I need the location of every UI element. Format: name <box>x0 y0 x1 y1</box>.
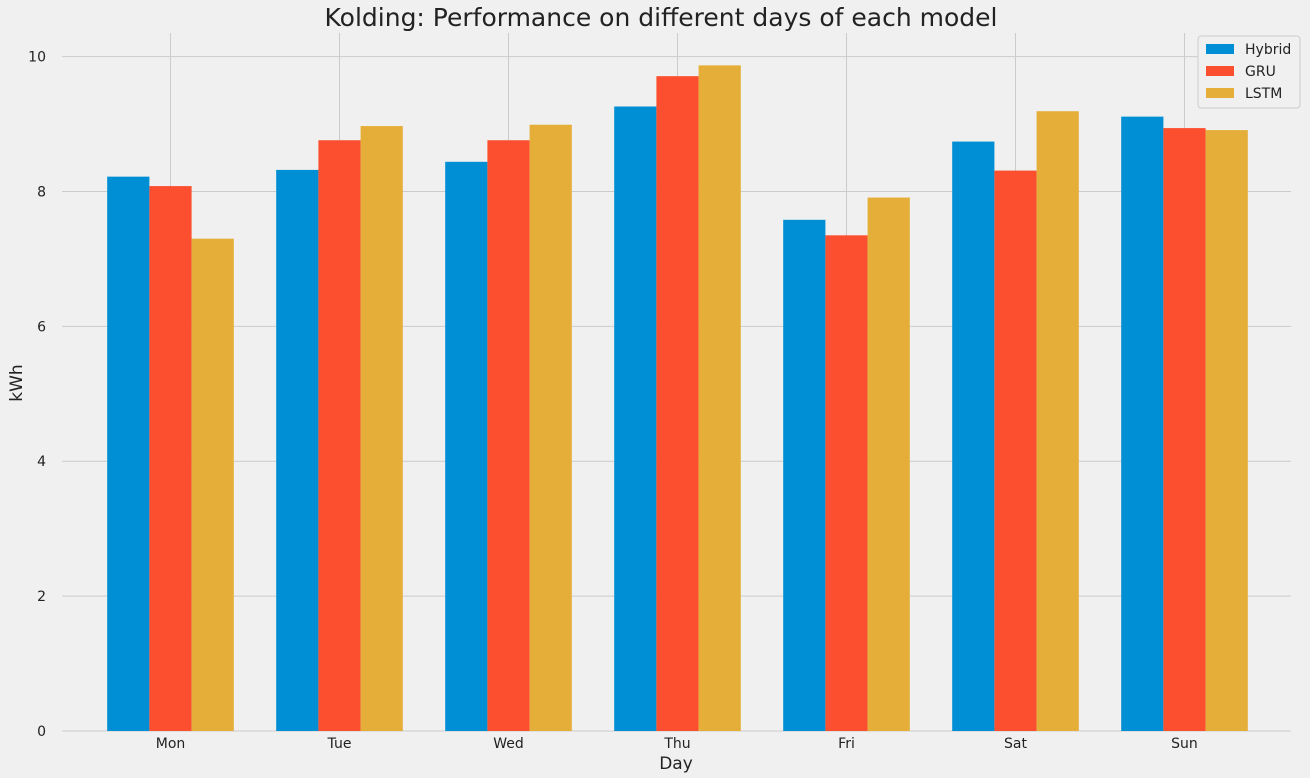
bar-lstm-sun <box>1205 130 1248 731</box>
legend: Hybrid GRU LSTM <box>1197 35 1301 109</box>
x-tick-label: Sat <box>1004 736 1027 752</box>
bar-lstm-sat <box>1036 111 1079 731</box>
legend-swatch <box>1206 44 1234 54</box>
y-tick-labels: 0 2 4 6 8 10 <box>28 50 46 740</box>
bar-lstm-mon <box>191 238 234 731</box>
y-tick-label: 4 <box>37 454 46 470</box>
x-tick-label: Tue <box>327 736 352 752</box>
y-tick-label: 10 <box>28 50 46 66</box>
x-tick-label: Mon <box>156 736 186 752</box>
bar-hybrid-tue <box>276 169 319 732</box>
legend-label: Hybrid <box>1245 42 1291 58</box>
x-axis-label: Day <box>659 754 693 774</box>
bar-gru-sun <box>1163 128 1206 732</box>
y-tick-label: 6 <box>37 319 46 335</box>
bar-hybrid-sun <box>1121 116 1164 731</box>
x-tick-label: Thu <box>663 736 690 752</box>
x-tick-labels: Mon Tue Wed Thu Fri Sat Sun <box>156 736 1198 752</box>
bar-gru-sat <box>994 170 1037 732</box>
bar-lstm-thu <box>698 65 741 731</box>
legend-swatch <box>1206 66 1234 76</box>
bar-gru-wed <box>487 140 530 731</box>
bar-hybrid-fri <box>783 219 826 731</box>
bar-lstm-tue <box>360 126 403 732</box>
bar-gru-tue <box>318 140 361 731</box>
bar-hybrid-thu <box>614 106 657 732</box>
bar-lstm-fri <box>867 197 910 731</box>
legend-swatch <box>1206 88 1234 98</box>
bar-gru-fri <box>825 235 868 731</box>
bars <box>107 65 1248 732</box>
x-tick-label: Sun <box>1171 736 1198 752</box>
legend-label: LSTM <box>1245 86 1282 102</box>
bar-gru-thu <box>656 76 699 731</box>
y-tick-label: 2 <box>37 589 46 605</box>
x-tick-label: Fri <box>838 736 855 752</box>
y-tick-label: 8 <box>37 184 46 200</box>
legend-label: GRU <box>1245 64 1276 80</box>
bar-lstm-wed <box>529 124 572 731</box>
bar-hybrid-mon <box>107 176 150 732</box>
x-tick-label: Wed <box>493 736 524 752</box>
bar-gru-mon <box>149 186 192 732</box>
bar-hybrid-sat <box>952 141 995 732</box>
y-tick-label: 0 <box>37 724 46 740</box>
bar-hybrid-wed <box>445 161 488 731</box>
chart-title: Kolding: Performance on different days o… <box>325 3 998 32</box>
y-axis-label: kWh <box>7 364 27 401</box>
